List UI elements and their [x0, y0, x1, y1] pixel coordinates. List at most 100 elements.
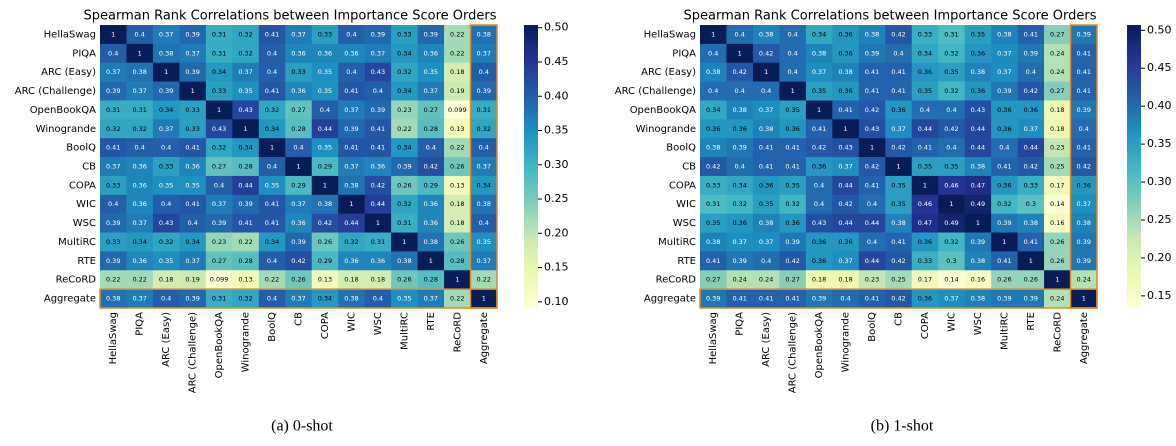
- heatmap-cell: [885, 157, 913, 177]
- cell-label: 0.4: [108, 200, 118, 208]
- row-label: MultiRC: [58, 237, 96, 248]
- cell-label: 0.27: [291, 106, 305, 114]
- colorbar-segment: [1127, 92, 1141, 97]
- colorbar-segment: [524, 254, 538, 258]
- cell-label: 0.46: [918, 200, 932, 208]
- heatmap-cell: [964, 157, 992, 177]
- heatmap-cell: [726, 119, 754, 139]
- heatmap-cell: [444, 43, 471, 64]
- heatmap-cell: [417, 119, 445, 139]
- cell-label: 0.35: [918, 87, 932, 95]
- cell-label: 0.22: [265, 276, 279, 284]
- cell-label: 0.41: [1077, 68, 1091, 76]
- heatmap-cell: [752, 289, 780, 309]
- heatmap-cell: [911, 100, 939, 120]
- row-label: RTE: [77, 256, 96, 267]
- heatmap-cell: [805, 194, 833, 214]
- heatmap-cell: [964, 232, 992, 252]
- heatmap-cell: [1017, 100, 1045, 120]
- cell-label: 0.4: [267, 257, 277, 265]
- cell-label: 0.41: [185, 144, 199, 152]
- colorbar-segment: [1127, 305, 1141, 309]
- heatmap-cell: [100, 213, 127, 233]
- cell-label: 0.38: [344, 295, 358, 303]
- heatmap-cell: [232, 232, 260, 252]
- colorbar-segment: [1127, 104, 1141, 108]
- colorbar-segment: [1127, 288, 1141, 292]
- heatmap-cell: [205, 175, 233, 196]
- heatmap-cell: [232, 213, 260, 233]
- cell-label: 0.35: [918, 163, 932, 171]
- cell-label: 0.18: [159, 276, 173, 284]
- colorbar-segment: [524, 172, 538, 176]
- heatmap-cell: [179, 289, 207, 309]
- colorbar-segment: [1127, 225, 1141, 230]
- heatmap-cell: [752, 175, 780, 196]
- heatmap-cell: [285, 138, 313, 158]
- heatmap-cell: [1070, 81, 1098, 101]
- column-label: OpenBookQA: [814, 312, 825, 378]
- heatmap-cell: [1070, 157, 1098, 177]
- cell-label: 0.37: [997, 49, 1011, 57]
- cell-label: 0.32: [732, 200, 746, 208]
- cell-label: 0.38: [891, 219, 905, 227]
- heatmap-cell: [179, 251, 207, 271]
- heatmap-cell: [338, 81, 365, 101]
- cell-label: 0.31: [477, 106, 491, 114]
- cell-label: 0.41: [344, 144, 358, 152]
- heatmap-cell: [444, 175, 471, 196]
- cell-label: 0.36: [371, 257, 385, 265]
- cell-label: 0.4: [1079, 125, 1089, 133]
- colorbar-segment: [1127, 174, 1141, 179]
- heatmap-cell: [964, 43, 992, 64]
- cell-label: 1: [455, 276, 459, 284]
- cell-label: 1: [791, 87, 795, 95]
- cell-label: 1: [217, 106, 221, 114]
- colorbar-segment: [524, 107, 538, 111]
- cell-label: 1: [738, 49, 742, 57]
- colorbar-segment: [524, 158, 538, 162]
- cell-label: 0.36: [132, 163, 146, 171]
- colorbar-segment: [1127, 112, 1141, 117]
- heatmap-cell: [700, 175, 727, 196]
- colorbar-segment: [1127, 67, 1141, 71]
- cell-label: 1: [1055, 276, 1059, 284]
- row-label: ARC (Challenge): [15, 86, 96, 97]
- cell-label: 0.39: [212, 219, 226, 227]
- cell-label: 0.38: [759, 30, 773, 38]
- heatmap-cell: [417, 289, 445, 309]
- heatmap-cell: [779, 138, 807, 158]
- heatmap-cell: [258, 232, 286, 252]
- cell-label: 0.24: [1050, 68, 1064, 76]
- row-label: COPA: [69, 180, 96, 191]
- cell-label: 0.38: [759, 125, 773, 133]
- colorbar-segment: [524, 211, 538, 216]
- heatmap-cell: [938, 251, 965, 271]
- cell-label: 0.42: [424, 163, 438, 171]
- cell-label: 0.4: [708, 49, 718, 57]
- cell-label: 0.34: [159, 106, 173, 114]
- cell-label: 0.34: [185, 238, 199, 246]
- cell-label: 0.32: [212, 144, 226, 152]
- cell-label: 1: [243, 125, 247, 133]
- cell-label: 0.27: [212, 257, 226, 265]
- cell-label: 0.36: [812, 163, 826, 171]
- heatmap-cell: [179, 232, 207, 252]
- heatmap-cell: [726, 232, 754, 252]
- heatmap-cell: [258, 270, 286, 290]
- cell-label: 0.42: [812, 144, 826, 152]
- cell-label: 0.37: [477, 257, 491, 265]
- heatmap-cell: [364, 81, 392, 101]
- cell-label: 0.4: [708, 87, 718, 95]
- cell-label: 0.4: [161, 200, 171, 208]
- heatmap-cell: [991, 25, 1018, 45]
- heatmap-cell: [832, 81, 860, 101]
- cell-label: 0.41: [106, 144, 120, 152]
- cell-label: 0.32: [265, 106, 279, 114]
- cell-label: 0.4: [320, 106, 330, 114]
- cell-label: 0.35: [424, 68, 438, 76]
- column-label: RTE: [1026, 312, 1037, 331]
- heatmap-cell: [726, 194, 754, 214]
- colorbar-segment: [1127, 166, 1141, 170]
- heatmap-cell: [779, 119, 807, 139]
